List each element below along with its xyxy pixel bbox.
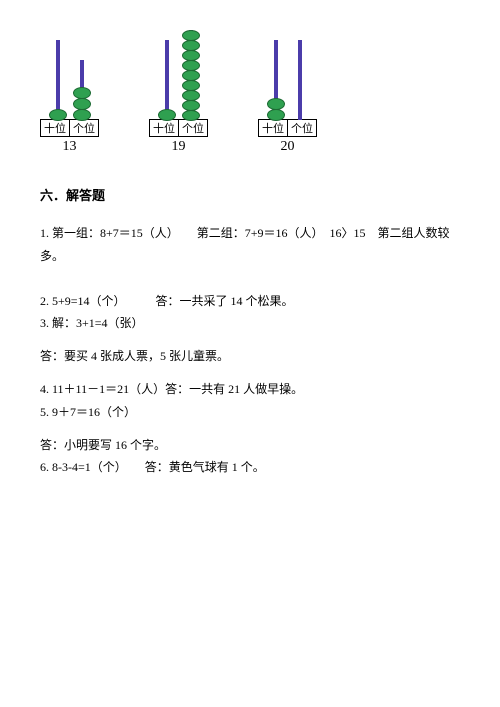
abacus-rod [165, 40, 169, 120]
ones-label: 个位 [69, 119, 99, 137]
abacus-row: 十位个位13十位个位19十位个位20 [40, 30, 460, 155]
answer-line-8: 6. 8-3-4=1（个） 答：黄色气球有 1 个。 [40, 456, 460, 479]
abacus-rods [165, 30, 193, 120]
abacus-rod [298, 40, 302, 120]
page: 十位个位13十位个位19十位个位20 六．解答题 1. 第一组：8+7＝15（人… [0, 0, 500, 509]
abacus-1: 十位个位 13 [40, 30, 99, 155]
tens-label: 十位 [258, 119, 287, 137]
abacus-rods [56, 30, 84, 120]
abacus-base: 十位个位 [149, 119, 208, 137]
ones-label: 个位 [178, 119, 208, 137]
abacus-rod [80, 60, 84, 120]
answer-line-7: 答：小明要写 16 个字。 [40, 434, 460, 457]
tens-label: 十位 [149, 119, 178, 137]
abacus-base: 十位个位 [258, 119, 317, 137]
bead-icon [267, 109, 285, 121]
bead-icon [182, 110, 200, 121]
section-title: 六．解答题 [40, 185, 460, 204]
abacus-number: 19 [172, 139, 186, 155]
answer-line-4: 答：要买 4 张成人票，5 张儿童票。 [40, 345, 460, 368]
answer-line-2: 2. 5+9=14（个） 答：一共采了 14 个松果。 [40, 290, 460, 313]
answer-line-5: 4. 11＋11－1＝21（人）答：一共有 21 人做早操。 [40, 378, 460, 401]
abacus-2: 十位个位 19 [149, 30, 208, 155]
abacus-3: 十位个位 20 [258, 30, 317, 155]
abacus-number: 20 [281, 139, 295, 155]
ones-label: 个位 [287, 119, 317, 137]
tens-label: 十位 [40, 119, 69, 137]
abacus-rod [189, 30, 193, 120]
abacus-rod [274, 40, 278, 120]
answer-line-1: 1. 第一组：8+7＝15（人） 第二组：7+9＝16（人） 16〉15 第二组… [40, 222, 460, 268]
bead-icon [73, 109, 91, 121]
abacus-rods [274, 30, 302, 120]
abacus-number: 13 [63, 139, 77, 155]
answer-line-6: 5. 9＋7＝16（个） [40, 401, 460, 424]
abacus-base: 十位个位 [40, 119, 99, 137]
answer-line-3: 3. 解：3+1=4（张） [40, 312, 460, 335]
bead-icon [158, 109, 176, 121]
abacus-rod [56, 40, 60, 120]
bead-icon [49, 109, 67, 121]
